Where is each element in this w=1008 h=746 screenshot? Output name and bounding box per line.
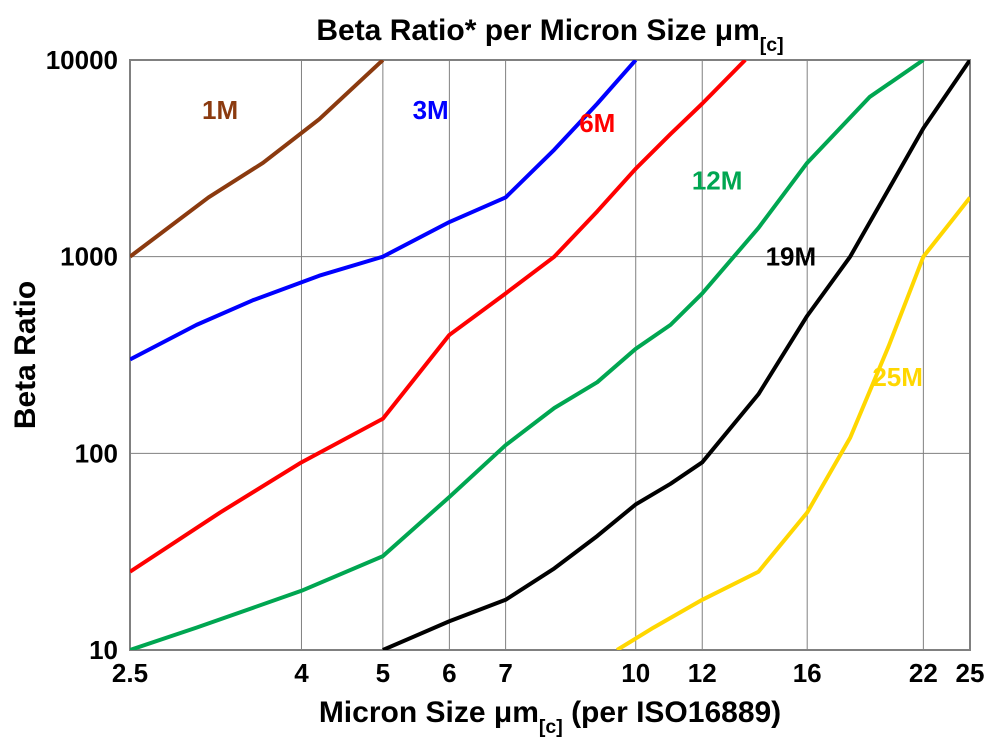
- x-tick-label: 7: [498, 658, 512, 688]
- x-tick-label: 25: [956, 658, 985, 688]
- x-tick-label: 12: [688, 658, 717, 688]
- series-label-6M: 6M: [579, 108, 615, 138]
- chart-svg: 2.545671012162225101001000100001M3M6M12M…: [0, 0, 1008, 746]
- series-label-1M: 1M: [202, 95, 238, 125]
- x-tick-label: 5: [376, 658, 390, 688]
- y-tick-label: 10: [89, 635, 118, 665]
- y-tick-label: 10000: [46, 45, 118, 75]
- plot-area: [130, 60, 970, 650]
- x-tick-label: 6: [442, 658, 456, 688]
- x-tick-label: 10: [621, 658, 650, 688]
- series-label-25M: 25M: [872, 362, 923, 392]
- x-tick-label: 4: [294, 658, 309, 688]
- y-tick-label: 100: [75, 438, 118, 468]
- series-label-19M: 19M: [766, 242, 817, 272]
- y-axis-label: Beta Ratio: [9, 281, 42, 429]
- x-tick-label: 16: [793, 658, 822, 688]
- beta-ratio-chart: 2.545671012162225101001000100001M3M6M12M…: [0, 0, 1008, 746]
- x-tick-label: 22: [909, 658, 938, 688]
- series-label-3M: 3M: [413, 95, 449, 125]
- chart-title: Beta Ratio* per Micron Size μm[c]: [316, 14, 783, 56]
- series-label-12M: 12M: [692, 165, 743, 195]
- y-tick-label: 1000: [60, 242, 118, 272]
- x-axis-label: Micron Size μm[c] (per ISO16889): [319, 696, 781, 738]
